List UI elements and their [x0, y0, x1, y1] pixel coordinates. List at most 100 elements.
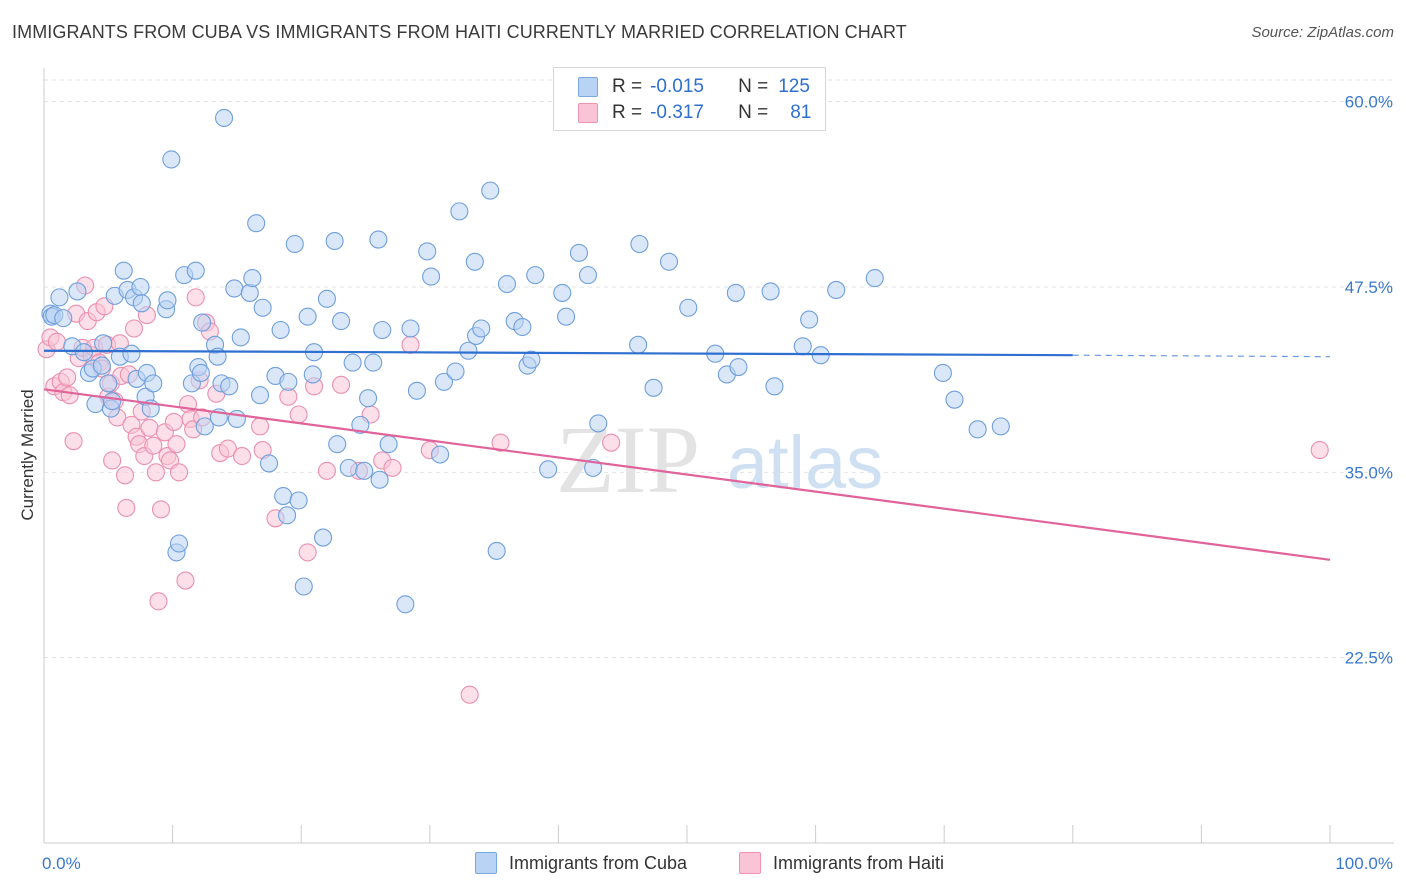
cuba-point	[729, 358, 748, 377]
y-tick-label: 22.5%	[1345, 649, 1393, 668]
x-tick-label-max: 100.0%	[1335, 854, 1393, 873]
cuba-point	[271, 320, 290, 340]
haiti-point	[491, 433, 510, 452]
haiti-point	[218, 439, 237, 458]
gridlines	[44, 79, 1394, 659]
cuba-point	[214, 108, 234, 128]
haiti-point	[60, 386, 79, 405]
legend-row-cuba: R = -0.015 N = 125	[554, 74, 810, 100]
cuba-point	[250, 386, 270, 405]
cuba-point	[158, 291, 177, 310]
cuba-point	[274, 486, 293, 506]
cuba-point	[225, 279, 244, 298]
cuba-point	[369, 230, 388, 249]
cuba-point	[317, 289, 336, 308]
cuba-point	[74, 343, 93, 362]
cuba-point	[220, 377, 239, 396]
haiti-point	[232, 446, 252, 466]
haiti-point	[146, 463, 165, 482]
haiti-point	[250, 417, 270, 436]
cuba-point	[569, 243, 589, 262]
cuba-point	[328, 435, 347, 454]
r-value: -0.317	[650, 102, 704, 123]
haiti-point	[1310, 441, 1329, 460]
y-tick-label: 35.0%	[1345, 463, 1393, 482]
cuba-point	[92, 356, 111, 375]
cuba-point	[431, 445, 450, 464]
cuba-point	[122, 344, 141, 363]
haiti-swatch	[739, 852, 761, 874]
haiti-point	[64, 432, 83, 451]
cuba-point	[169, 534, 189, 553]
cuba-point	[370, 470, 389, 489]
legend-item-cuba[interactable]: Immigrants from Cuba	[475, 852, 687, 874]
haiti-point	[167, 435, 186, 454]
cuba-point	[303, 365, 322, 384]
cuba-point	[761, 282, 780, 301]
cuba-point	[114, 261, 133, 280]
cuba-point	[401, 319, 420, 338]
cuba-point	[396, 595, 415, 614]
cuba-point	[765, 377, 784, 396]
cuba-point	[450, 202, 469, 221]
cuba-point	[800, 310, 819, 329]
haiti-swatch	[578, 103, 598, 123]
trend-lines	[43, 349, 1331, 561]
cuba-swatch	[578, 77, 598, 97]
r-value: -0.015	[650, 76, 704, 97]
cuba-point	[945, 390, 964, 409]
cuba-point	[991, 417, 1010, 436]
tick-labels: 22.5% 35.0% 47.5% 60.0% 0.0% 100.0%	[42, 93, 1393, 873]
cuba-point	[86, 395, 105, 414]
axes	[43, 68, 1394, 844]
cuba-point	[407, 381, 426, 400]
haiti-point	[47, 332, 66, 351]
haiti-point	[289, 405, 308, 424]
cuba-point	[557, 307, 576, 326]
cuba-point	[339, 458, 358, 477]
cuba-point	[247, 214, 266, 233]
n-label: N =	[738, 76, 769, 97]
haiti-point	[332, 375, 351, 394]
legend-label-haiti: Immigrants from Haiti	[773, 852, 945, 873]
y-tick-label: 60.0%	[1345, 93, 1393, 112]
cuba-point	[285, 234, 304, 254]
cuba-point	[659, 252, 679, 271]
haiti-point	[186, 288, 205, 307]
cuba-point	[968, 420, 987, 439]
cuba-point	[359, 389, 378, 408]
r-label: R =	[612, 76, 643, 97]
cuba-trend-extension	[1072, 354, 1331, 358]
haiti-point	[103, 451, 122, 470]
correlation-legend: R = -0.015 N = 125 R = -0.317 N = 81	[553, 67, 826, 131]
cuba-point	[793, 337, 812, 356]
cuba-point	[314, 528, 333, 547]
haiti-point	[401, 335, 420, 354]
haiti-point	[115, 466, 135, 485]
cuba-point	[289, 491, 308, 510]
cuba-point	[186, 261, 205, 280]
cuba-point	[827, 280, 846, 300]
cuba-point	[351, 415, 370, 434]
legend-label-cuba: Immigrants from Cuba	[509, 852, 688, 873]
cuba-point	[589, 414, 608, 433]
cuba-point	[865, 269, 884, 288]
x-tick-label-min: 0.0%	[42, 854, 81, 873]
cuba-points	[41, 108, 1010, 614]
cuba-point	[50, 288, 69, 307]
cuba-point	[259, 454, 279, 473]
cuba-swatch	[475, 852, 497, 874]
cuba-point	[553, 283, 572, 302]
haiti-point	[169, 463, 189, 482]
y-tick-label: 47.5%	[1345, 278, 1393, 297]
cuba-point	[332, 312, 351, 331]
cuba-point	[253, 298, 272, 317]
r-label: R =	[612, 102, 643, 123]
legend-item-haiti[interactable]: Immigrants from Haiti	[739, 852, 944, 874]
cuba-point	[379, 435, 398, 454]
cuba-trend-line	[43, 349, 1073, 357]
haiti-point	[58, 368, 77, 387]
haiti-point	[151, 500, 171, 519]
cuba-point	[497, 274, 517, 294]
